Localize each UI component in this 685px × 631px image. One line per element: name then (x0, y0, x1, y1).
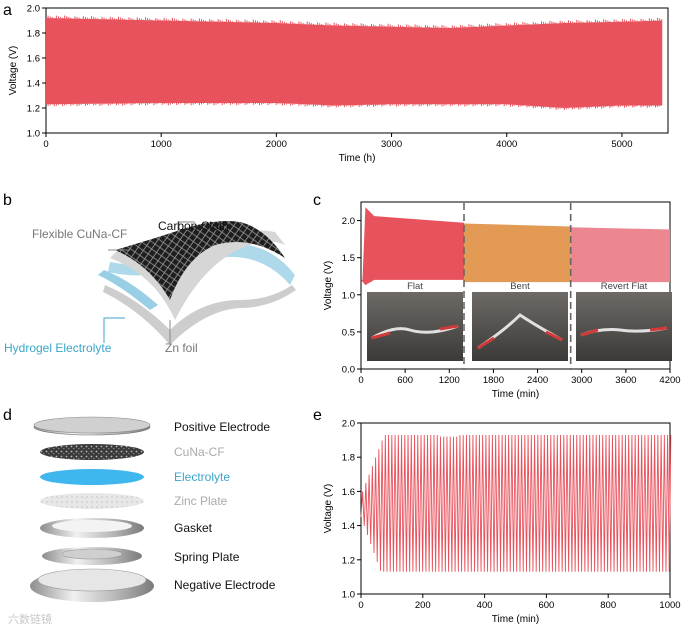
x-tick-label: 1200 (439, 375, 460, 386)
series-voltage-area (46, 18, 663, 108)
x-tick-label: 600 (397, 375, 413, 386)
panel-label-a: a (3, 2, 12, 19)
y-tick-label: 1.8 (342, 453, 355, 464)
label-electrolyte: Electrolyte (174, 470, 230, 484)
x-tick-label: 600 (538, 600, 554, 611)
label-zn-foil: Zn foil (165, 341, 198, 355)
panel-label-d: d (3, 407, 12, 424)
photo-caption-flat: Flat (407, 281, 423, 292)
segment-revert-flat (570, 227, 670, 283)
x-tick-label: 0 (358, 375, 363, 386)
y-tick-label: 1.6 (342, 487, 355, 498)
y-axis-label: Voltage (V) (323, 261, 334, 310)
x-tick-label: 0 (358, 600, 363, 611)
watermark: 六数链镜 (8, 612, 52, 626)
panel-label-e: e (313, 407, 322, 424)
segment-bent (464, 223, 571, 283)
y-tick-label: 1.8 (27, 29, 40, 40)
x-tick-label: 800 (600, 600, 616, 611)
y-tick-label: 1.2 (27, 104, 40, 115)
y-axis-label: Voltage (V) (323, 484, 334, 533)
y-tick-label: 1.0 (27, 129, 40, 140)
chart-e: 0 200 400 600 800 1000 1.0 1.2 1.4 1.6 1.8 2.0 Time … (323, 419, 681, 626)
x-tick-label: 200 (415, 600, 431, 611)
label-positive-electrode: Positive Electrode (174, 420, 270, 434)
panel-label-c: c (313, 192, 321, 209)
x-axis-label: Time (min) (492, 614, 539, 625)
y-tick-label: 1.0 (342, 590, 355, 601)
label-negative-electrode: Negative Electrode (174, 578, 276, 592)
x-tick-label: 2400 (527, 375, 548, 386)
label-hydrogel-electrolyte: Hydrogel Electrolyte (4, 341, 112, 355)
x-tick-label: 400 (477, 600, 493, 611)
x-tick-label: 2000 (266, 139, 287, 150)
photo-caption-revert-flat: Revert Flat (601, 281, 648, 292)
y-tick-label: 2.0 (342, 419, 355, 430)
diagram-b (98, 221, 296, 345)
y-tick-label: 2.0 (27, 4, 40, 15)
x-tick-label: 4200 (659, 375, 680, 386)
photo-bent (472, 292, 568, 361)
x-axis-label: Time (h) (339, 153, 376, 164)
x-tick-label: 1000 (151, 139, 172, 150)
photo-caption-bent: Bent (510, 281, 530, 292)
label-cuna-cf: CuNa-CF (174, 445, 225, 459)
x-tick-label: 3600 (615, 375, 636, 386)
label-zinc-plate: Zinc Plate (174, 494, 228, 508)
panel-label-b: b (3, 192, 12, 209)
x-tick-label: 1000 (659, 600, 680, 611)
y-tick-label: 2.0 (342, 216, 355, 227)
label-carbon-cloth: Carbon Cloth (158, 219, 229, 233)
series-upper-spikes (47, 15, 663, 28)
x-tick-label: 4000 (496, 139, 517, 150)
chart-a: 0 1000 2000 3000 4000 5000 1.0 1.2 1.4 1.6 1.8 2.0 T… (8, 4, 669, 164)
y-tick-label: 1.2 (342, 555, 355, 566)
y-tick-label: 1.5 (342, 253, 355, 264)
series-cycling-line (360, 434, 672, 572)
x-tick-label: 1800 (483, 375, 504, 386)
y-tick-label: 1.0 (342, 290, 355, 301)
label-gasket: Gasket (174, 521, 213, 535)
x-tick-label: 0 (43, 139, 48, 150)
x-tick-label: 3000 (381, 139, 402, 150)
y-axis-label: Voltage (V) (8, 46, 19, 95)
chart-c: 0 600 1200 1800 2400 3000 3600 4200 0.0 0.5 1.0 1.5… (323, 201, 681, 400)
y-tick-label: 1.4 (342, 521, 355, 532)
y-tick-label: 0.5 (342, 327, 355, 338)
diagram-d (30, 416, 154, 602)
x-axis-label: Time (min) (492, 389, 539, 400)
y-tick-label: 1.4 (27, 79, 40, 90)
plot-frame (360, 201, 671, 370)
segment-flat (361, 207, 464, 286)
y-tick-label: 0.0 (342, 365, 355, 376)
y-tick-label: 1.6 (27, 54, 40, 65)
label-flexible-cuna-cf: Flexible CuNa-CF (32, 227, 127, 241)
x-tick-label: 3000 (571, 375, 592, 386)
label-spring-plate: Spring Plate (174, 550, 240, 564)
photo-flat (367, 292, 463, 361)
x-tick-label: 5000 (611, 139, 632, 150)
photo-revert-flat (576, 292, 672, 361)
